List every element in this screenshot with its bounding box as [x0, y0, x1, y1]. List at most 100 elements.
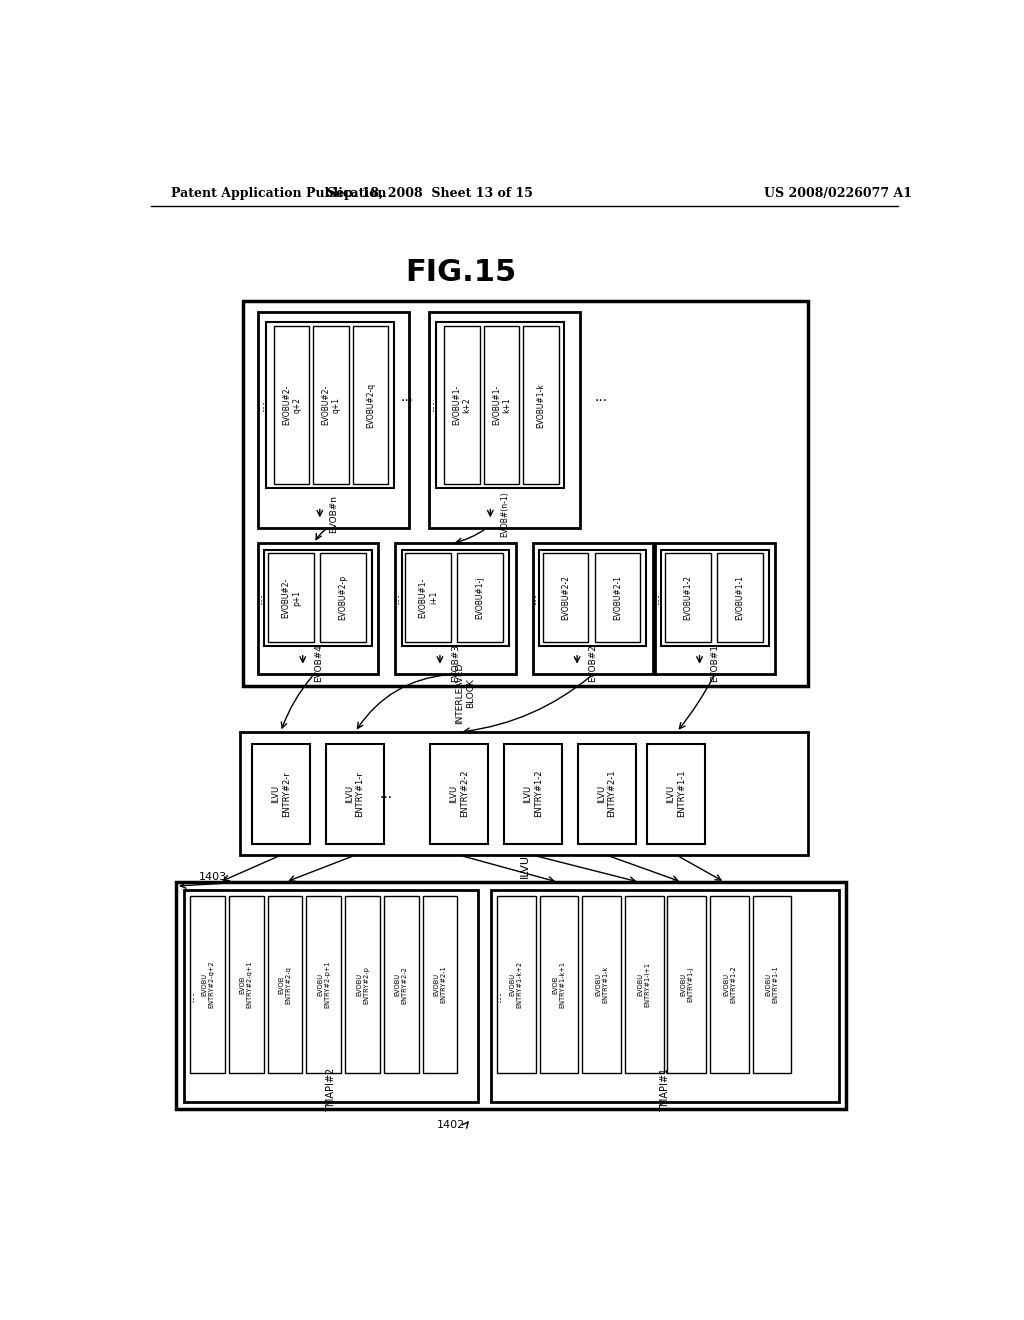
Text: ILVU
ENTRY#1-r: ILVU ENTRY#1-r: [345, 771, 365, 817]
Text: EVOB#2: EVOB#2: [588, 644, 597, 681]
Bar: [540, 896, 579, 1073]
Text: ...: ...: [594, 391, 607, 404]
Text: ILVU: ILVU: [519, 854, 529, 878]
Bar: [306, 896, 341, 1073]
Text: EVOBU#2-
q+1: EVOBU#2- q+1: [322, 385, 341, 425]
Bar: [595, 553, 640, 642]
Text: Sep. 18, 2008  Sheet 13 of 15: Sep. 18, 2008 Sheet 13 of 15: [328, 186, 534, 199]
Bar: [523, 326, 559, 484]
Bar: [267, 896, 302, 1073]
Text: Patent Application Publication: Patent Application Publication: [171, 186, 386, 199]
Bar: [583, 896, 621, 1073]
Bar: [268, 553, 314, 642]
Text: ILVU
ENTRY#2-1: ILVU ENTRY#2-1: [597, 770, 616, 817]
Bar: [228, 896, 263, 1073]
Bar: [578, 743, 636, 843]
Text: EVOBU
ENTRY#1-k: EVOBU ENTRY#1-k: [595, 966, 608, 1003]
Bar: [436, 322, 564, 488]
Bar: [266, 322, 394, 488]
Text: EVOBU#2-p: EVOBU#2-p: [339, 576, 347, 620]
Text: FIG.15: FIG.15: [406, 257, 517, 286]
Text: EVOBU#2-2: EVOBU#2-2: [561, 576, 570, 620]
Text: EVOB#4: EVOB#4: [313, 644, 323, 681]
Bar: [458, 553, 503, 642]
Bar: [401, 549, 509, 645]
Bar: [264, 549, 372, 645]
Bar: [665, 553, 711, 642]
Bar: [710, 896, 749, 1073]
Text: EVOBU#1-k: EVOBU#1-k: [537, 383, 546, 428]
Bar: [321, 553, 366, 642]
Bar: [717, 553, 763, 642]
Bar: [429, 313, 580, 528]
Text: EVOBU#2-
p+1: EVOBU#2- p+1: [282, 578, 301, 618]
Bar: [539, 549, 646, 645]
Text: EVOBU
ENTRY#2-2: EVOBU ENTRY#2-2: [394, 966, 408, 1003]
Text: TMAPI#1: TMAPI#1: [660, 1068, 670, 1113]
Text: EVOBU
ENTRY#1-2: EVOBU ENTRY#1-2: [723, 966, 736, 1003]
Text: ...: ...: [400, 391, 414, 404]
Bar: [662, 549, 769, 645]
Text: EVOBU#2-1: EVOBU#2-1: [613, 576, 622, 620]
Text: EVOBU
ENTRY#1-1: EVOBU ENTRY#1-1: [766, 966, 778, 1003]
Text: EVOBU#1-1: EVOBU#1-1: [735, 576, 744, 620]
Text: EVOBU#2-
q+2: EVOBU#2- q+2: [282, 385, 301, 425]
Text: TMAPI#2: TMAPI#2: [326, 1068, 336, 1113]
Bar: [668, 896, 707, 1073]
Text: ILVU
ENTRY#1-2: ILVU ENTRY#1-2: [523, 770, 543, 817]
Text: ...: ...: [183, 990, 197, 1002]
Text: INTERLEAVED
BLOCK: INTERLEAVED BLOCK: [456, 663, 475, 725]
Bar: [406, 553, 452, 642]
Text: EVOBU#1-
k+1: EVOBU#1- k+1: [492, 385, 511, 425]
Bar: [444, 326, 480, 484]
Text: ILVU
ENTRY#2-r: ILVU ENTRY#2-r: [271, 771, 291, 817]
Bar: [326, 743, 384, 843]
Text: EVOB
ENTRY#1-k+1: EVOB ENTRY#1-k+1: [552, 961, 565, 1008]
Text: ...: ...: [252, 591, 264, 603]
Text: EVOB
ENTRY#2-q+1: EVOB ENTRY#2-q+1: [240, 961, 253, 1008]
Text: EVOBU
ENTRY#2-q+2: EVOBU ENTRY#2-q+2: [201, 961, 214, 1008]
Text: US 2008/0226077 A1: US 2008/0226077 A1: [764, 186, 911, 199]
Bar: [543, 553, 589, 642]
Bar: [273, 326, 309, 484]
Bar: [753, 896, 792, 1073]
Text: EVOBU
ENTRY#2-p+1: EVOBU ENTRY#2-p+1: [317, 961, 330, 1008]
Text: ...: ...: [526, 591, 539, 603]
Bar: [647, 743, 706, 843]
Text: ...: ...: [380, 787, 392, 801]
Text: EVOBU
ENTRY#1-j: EVOBU ENTRY#1-j: [680, 968, 693, 1002]
Text: ...: ...: [253, 399, 266, 412]
Text: 1403: 1403: [199, 873, 227, 882]
Bar: [483, 326, 519, 484]
Text: EVOBU
ENTRY#1-k+2: EVOBU ENTRY#1-k+2: [510, 961, 523, 1008]
Bar: [532, 544, 652, 675]
Bar: [190, 896, 225, 1073]
Text: ILVU
ENTRY#1-1: ILVU ENTRY#1-1: [667, 770, 686, 817]
Text: ...: ...: [648, 591, 662, 603]
Bar: [352, 326, 388, 484]
Text: EVOB#n: EVOB#n: [330, 495, 338, 533]
Text: EVOBU#1-2: EVOBU#1-2: [683, 576, 692, 620]
Text: EVOB#1: EVOB#1: [711, 644, 720, 681]
Bar: [183, 890, 478, 1102]
Bar: [176, 882, 847, 1109]
Text: EVOB#3: EVOB#3: [451, 644, 460, 681]
Text: ...: ...: [490, 990, 504, 1002]
Text: EVOBU
ENTRY#2-1: EVOBU ENTRY#2-1: [433, 966, 446, 1003]
Bar: [655, 544, 775, 675]
Bar: [497, 896, 536, 1073]
Bar: [252, 743, 310, 843]
Text: ...: ...: [389, 591, 401, 603]
Bar: [430, 743, 488, 843]
Text: EVOBU
ENTRY#2-p: EVOBU ENTRY#2-p: [356, 966, 369, 1003]
Text: EVOBU#2-q: EVOBU#2-q: [366, 383, 375, 428]
Text: 1402: 1402: [437, 1119, 465, 1130]
Text: ILVU
ENTRY#2-2: ILVU ENTRY#2-2: [450, 770, 469, 817]
Bar: [504, 743, 562, 843]
Bar: [313, 326, 349, 484]
Bar: [384, 896, 419, 1073]
Text: EVOBU
ENTRY#1-i+1: EVOBU ENTRY#1-i+1: [638, 962, 650, 1007]
Bar: [345, 896, 380, 1073]
Text: EVOBU#1-
i+1: EVOBU#1- i+1: [419, 578, 438, 618]
Bar: [241, 733, 809, 855]
